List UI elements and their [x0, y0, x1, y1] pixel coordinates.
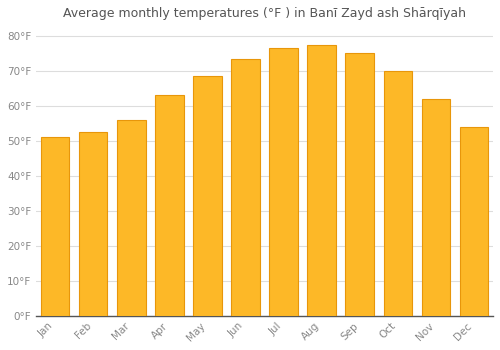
Bar: [231, 58, 260, 316]
Bar: [155, 95, 184, 316]
Bar: [460, 127, 488, 316]
Bar: [308, 44, 336, 316]
Bar: [270, 48, 298, 316]
Title: Average monthly temperatures (°F ) in Banī Zayd ash Shārqīyah: Average monthly temperatures (°F ) in Ba…: [63, 7, 466, 20]
Bar: [422, 99, 450, 316]
Bar: [79, 132, 108, 316]
Bar: [346, 53, 374, 316]
Bar: [384, 71, 412, 316]
Bar: [193, 76, 222, 316]
Bar: [117, 120, 145, 316]
Bar: [41, 137, 70, 316]
